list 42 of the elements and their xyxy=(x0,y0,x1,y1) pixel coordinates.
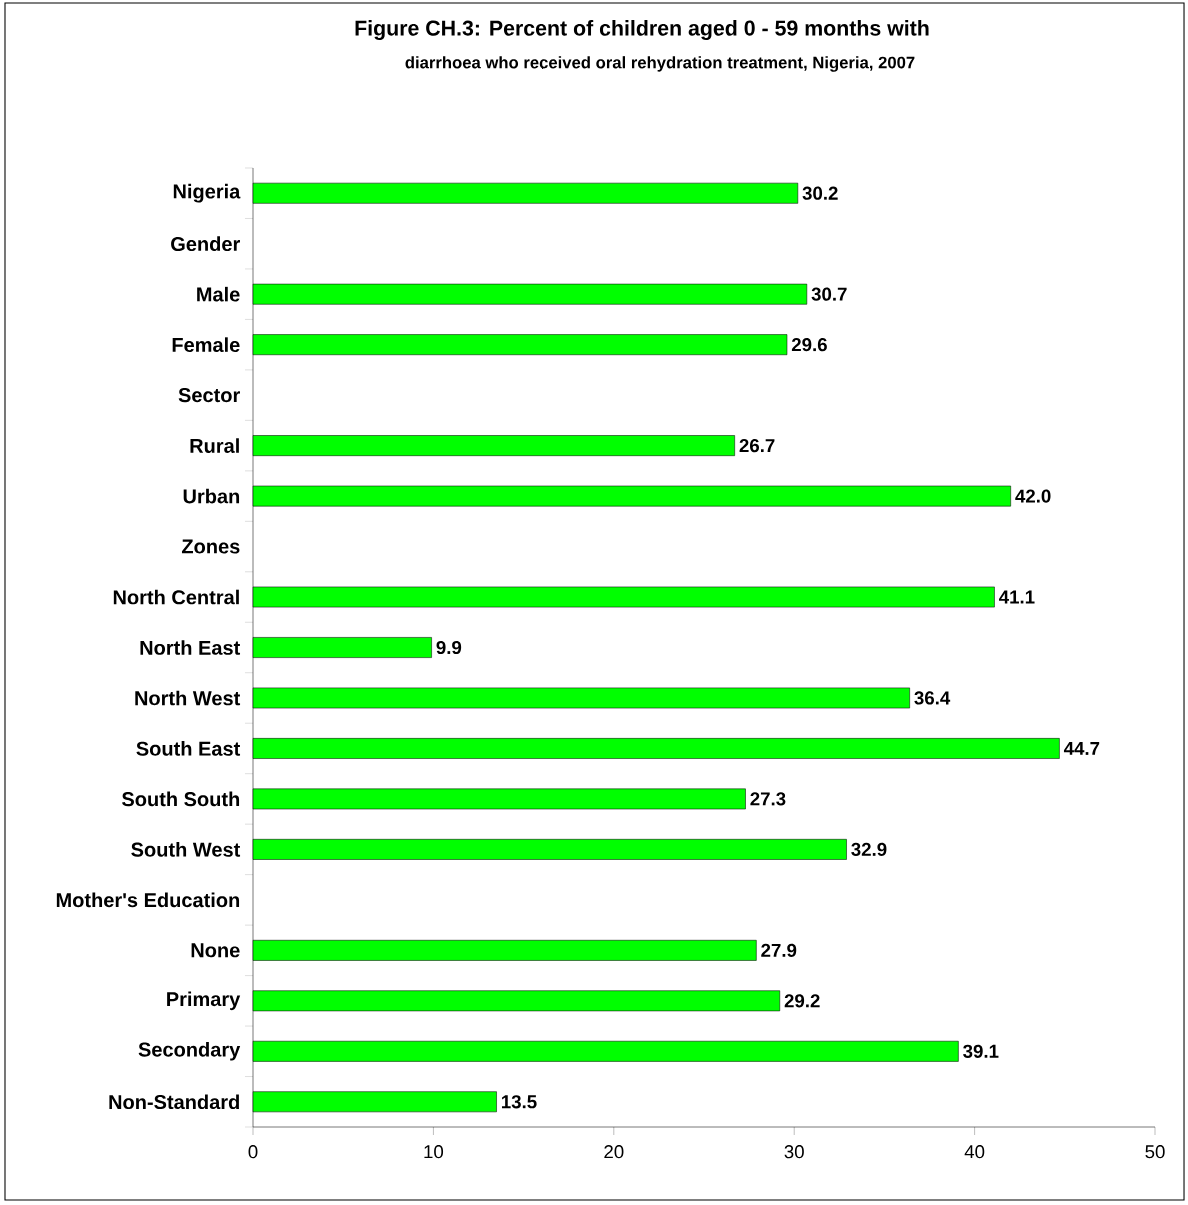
chart-title: Figure CH.3: Percent of children aged 0 - 59 months with xyxy=(355,20,929,40)
x-tick-label: 0 xyxy=(248,1145,258,1159)
data-label: 36.4 xyxy=(914,691,951,705)
chart-subtitle: diarrhoea who received oral rehydration treatment, Nigeria, 2007 xyxy=(405,56,915,72)
y-tick-label: South South xyxy=(122,791,240,807)
y-tick-label: Non-Standard xyxy=(109,1094,239,1110)
y-tick-label: Female xyxy=(172,337,240,352)
x-tick-label: 20 xyxy=(604,1145,624,1159)
y-tick-label: Rural xyxy=(190,438,239,453)
y-tick-label: Secondary xyxy=(138,1041,241,1061)
y-tick-label: North Central xyxy=(113,589,239,605)
data-label: 9.9 xyxy=(436,640,462,655)
y-tick-label: Zones xyxy=(181,539,240,554)
data-label: 41.1 xyxy=(999,590,1035,604)
data-label: 39.1 xyxy=(963,1044,999,1058)
x-tick-label: 40 xyxy=(964,1145,985,1159)
data-label: 27.9 xyxy=(761,943,797,957)
data-label: 26.7 xyxy=(739,438,775,453)
data-label: 29.2 xyxy=(784,994,820,1008)
y-tick-label: Male xyxy=(197,286,240,302)
y-tick-label: Mother's Education xyxy=(56,892,240,908)
data-label: 30.2 xyxy=(802,186,838,200)
data-label: 42.0 xyxy=(1015,489,1051,503)
data-label: 32.9 xyxy=(851,842,887,857)
x-tick-label: 50 xyxy=(1145,1145,1165,1159)
y-tick-label: Primary xyxy=(167,991,241,1011)
x-tick-label: 10 xyxy=(424,1145,444,1159)
y-tick-label: Urban xyxy=(183,488,240,504)
y-tick-label: North West xyxy=(135,690,241,706)
y-tick-label: Gender xyxy=(171,236,240,252)
y-tick-label: None xyxy=(191,943,240,958)
data-label: 30.7 xyxy=(811,287,847,301)
y-tick-label: South East xyxy=(136,741,241,756)
y-tick-label: South West xyxy=(131,842,241,857)
data-label: 44.7 xyxy=(1063,742,1100,755)
x-tick-label: 30 xyxy=(784,1145,804,1159)
data-label: 13.5 xyxy=(501,1095,537,1109)
data-label: 27.3 xyxy=(750,792,786,806)
data-label: 29.6 xyxy=(791,338,827,352)
y-tick-label: Sector xyxy=(178,388,240,403)
y-tick-label: Nigeria xyxy=(173,183,241,203)
y-tick-label: North East xyxy=(140,640,241,655)
